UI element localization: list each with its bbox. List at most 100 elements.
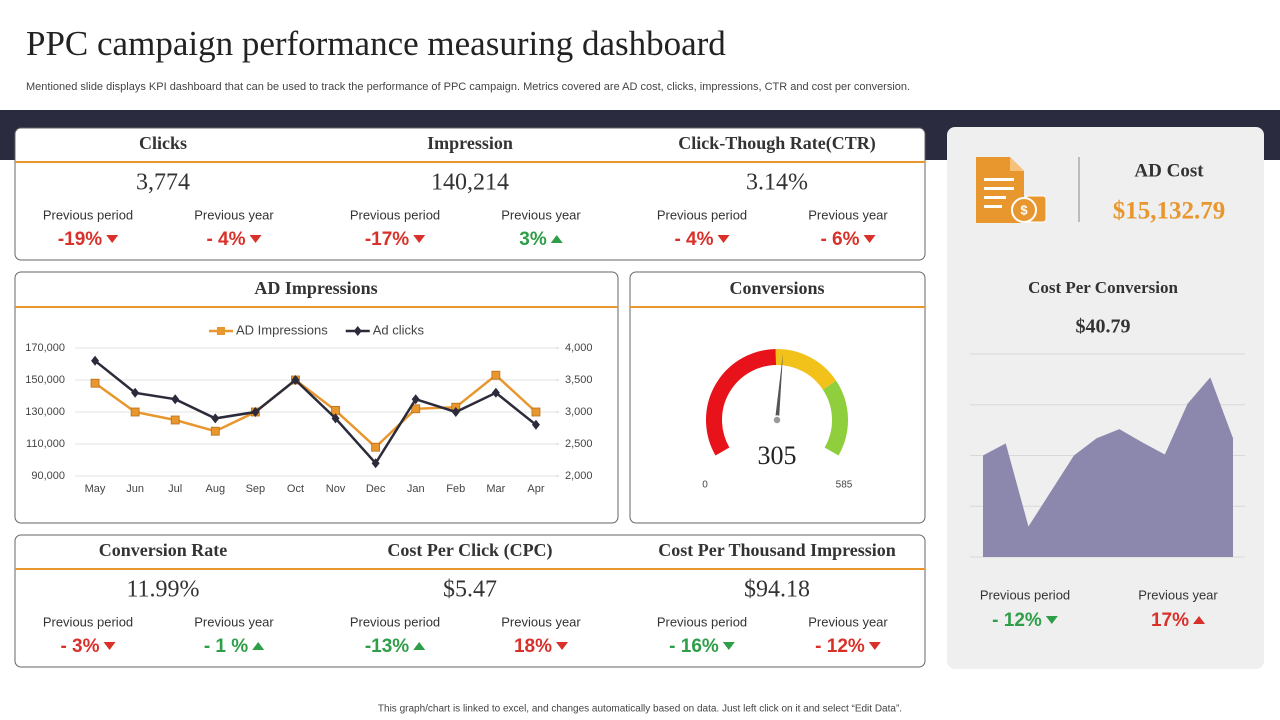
marker (411, 404, 421, 414)
y-tick-label: 110,000 (26, 438, 65, 450)
kpi-title: Clicks (139, 133, 187, 153)
gauge-panel (629, 271, 926, 524)
footer: This graph/chart is linked to excel, and… (378, 704, 902, 715)
x-tick-label: Jun (126, 483, 144, 495)
change-value: -13% (365, 636, 409, 657)
change-value: - 3% (60, 636, 99, 657)
x-tick-label: Mar (486, 483, 505, 495)
trend-arrow (252, 642, 265, 650)
x-tick-label: Aug (206, 483, 226, 495)
subtitle: Mentioned slide displays KPI dashboard t… (26, 81, 910, 93)
marker (91, 355, 100, 366)
kpi-title: Cost Per Click (CPC) (387, 540, 552, 561)
x-tick-label: Sep (246, 483, 266, 495)
x-tick-label: Oct (287, 483, 304, 495)
trend-arrow (103, 642, 116, 650)
marker (331, 405, 340, 415)
legend-label: Ad clicks (373, 322, 425, 337)
comparison-label: Previous year (501, 614, 581, 629)
marker (491, 387, 500, 398)
x-tick-label: May (85, 483, 106, 495)
cpc-value: $40.79 (1076, 316, 1131, 338)
cost-icon: $ (976, 157, 1047, 223)
gauge-value: 305 (758, 441, 797, 470)
change-value: 3% (519, 229, 547, 250)
comparison-label: Previous year (194, 614, 274, 629)
legend-label: AD Impressions (236, 322, 328, 337)
comparison-label: Previous period (43, 207, 133, 222)
x-tick-label: Feb (446, 483, 465, 495)
marker (291, 375, 300, 385)
trend-arrow (413, 642, 426, 650)
x-tick-label: Apr (527, 483, 544, 495)
legend-marker (217, 327, 225, 335)
kpi-value: 140,214 (431, 170, 509, 196)
kpi-title: Click-Though Rate(CTR) (678, 133, 876, 154)
marker (130, 407, 140, 417)
marker (371, 458, 380, 469)
trend-arrow (722, 642, 735, 650)
trend-arrow (413, 235, 426, 243)
series-line (94, 359, 537, 466)
trend-arrow (1045, 616, 1058, 624)
kpi-value: 3.14% (746, 170, 808, 196)
marker (531, 407, 541, 417)
trend-arrow (717, 235, 730, 243)
marker (90, 378, 100, 388)
change-value: - 16% (669, 636, 719, 657)
change-value: - 4% (206, 229, 245, 250)
change-value: - 1 % (204, 636, 248, 657)
marker (371, 442, 381, 452)
kpi-title: Conversion Rate (99, 540, 228, 560)
trend-arrow (556, 642, 569, 650)
comparison-label: Previous period (657, 207, 747, 222)
comparison-label: Previous year (808, 207, 888, 222)
area (983, 377, 1233, 557)
kpi-title: Impression (427, 133, 513, 153)
marker (131, 387, 140, 398)
comparison-label: Previous year (808, 614, 888, 629)
trend-arrow (868, 642, 881, 650)
marker (411, 394, 420, 405)
marker (170, 415, 180, 425)
ad-cost-title: AD Cost (1134, 160, 1204, 181)
needle-hub (772, 415, 782, 425)
gauge-min: 0 (702, 480, 708, 491)
comparison-label: Previous period (350, 207, 440, 222)
y2-tick-label: 4,000 (565, 342, 593, 354)
chart-title: Conversions (729, 278, 824, 298)
x-tick-label: Jan (407, 483, 425, 495)
change-value: 18% (514, 636, 552, 657)
kpi-value: $5.47 (443, 577, 497, 603)
trend-arrow (550, 235, 563, 243)
gauge-max: 585 (836, 480, 853, 491)
title: PPC campaign performance measuring dashb… (26, 24, 726, 63)
trend-arrow (106, 235, 119, 243)
trend-arrow (863, 235, 876, 243)
change-value: -17% (365, 229, 409, 250)
comparison-label: Previous period (980, 587, 1070, 602)
change-value: 17% (1151, 610, 1189, 631)
comparison-label: Previous year (501, 207, 581, 222)
change-value: -19% (58, 229, 102, 250)
trend-arrow (1193, 616, 1206, 624)
kpi-title: Cost Per Thousand Impression (658, 540, 896, 560)
kpi-value: 3,774 (136, 170, 190, 196)
change-value: - 4% (674, 229, 713, 250)
change-value: - 12% (815, 636, 865, 657)
legend-marker (353, 326, 362, 336)
ad-cost-value: $15,132.79 (1113, 198, 1226, 225)
comparison-label: Previous year (1138, 587, 1218, 602)
comparison-label: Previous period (350, 614, 440, 629)
y-tick-label: 130,000 (25, 406, 65, 418)
comparison-label: Previous year (194, 207, 274, 222)
marker (210, 426, 220, 436)
y2-tick-label: 2,000 (565, 470, 593, 482)
marker (331, 413, 340, 424)
y2-tick-label: 3,500 (565, 374, 593, 386)
kpi-value: $94.18 (744, 577, 810, 603)
marker (531, 419, 540, 430)
gauge-band (775, 349, 837, 390)
x-tick-label: Dec (366, 483, 386, 495)
